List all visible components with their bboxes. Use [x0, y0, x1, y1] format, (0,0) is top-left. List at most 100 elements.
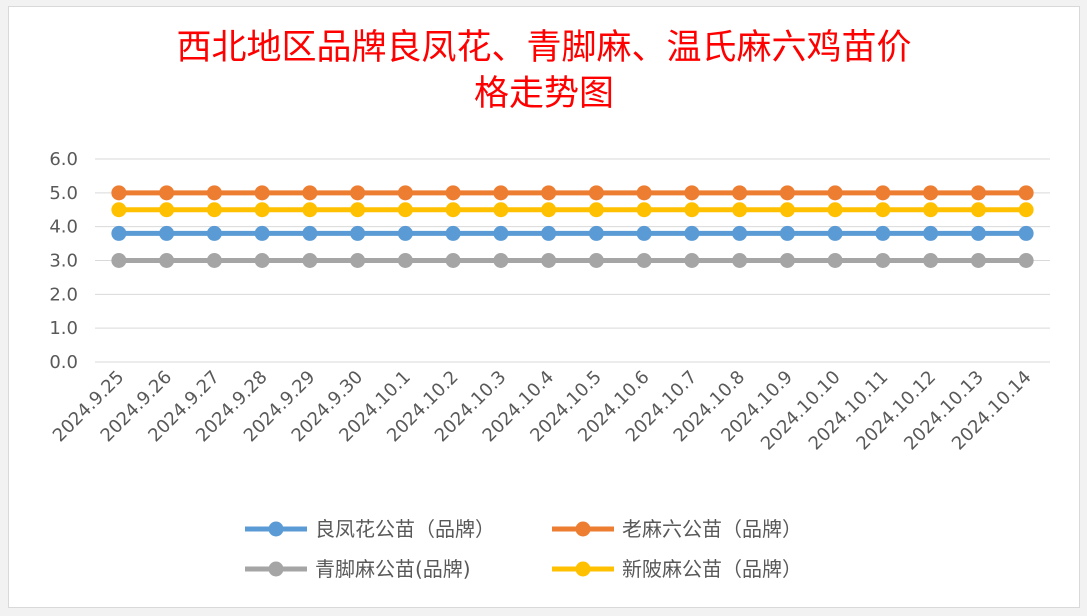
- data-point: [397, 253, 413, 268]
- data-point: [732, 253, 748, 268]
- data-point: [541, 185, 557, 201]
- data-point: [684, 185, 700, 201]
- series-lines: [111, 185, 1034, 268]
- data-point: [111, 185, 127, 201]
- data-point: [302, 202, 318, 218]
- data-point: [732, 185, 748, 201]
- data-point: [541, 202, 557, 218]
- data-point: [159, 202, 175, 218]
- data-point: [827, 202, 843, 218]
- y-tick-label: 1.0: [49, 318, 78, 339]
- legend-item: 良凤花公苗（品牌）: [245, 517, 495, 541]
- data-point: [397, 202, 413, 218]
- legend-swatch-marker: [268, 561, 284, 577]
- legend-label: 青脚麻公苗(品牌): [315, 557, 471, 581]
- data-point: [350, 202, 366, 218]
- data-point: [875, 253, 891, 268]
- data-point: [254, 202, 270, 218]
- x-axis-ticks: 2024.9.252024.9.262024.9.272024.9.282024…: [49, 367, 1036, 455]
- series-0: [111, 225, 1034, 241]
- data-point: [206, 202, 222, 218]
- data-point: [493, 185, 509, 201]
- data-point: [111, 202, 127, 218]
- y-tick-label: 4.0: [49, 217, 78, 238]
- data-point: [254, 253, 270, 268]
- data-point: [1018, 253, 1034, 268]
- data-point: [111, 225, 127, 241]
- data-point: [159, 225, 175, 241]
- y-tick-label: 2.0: [49, 284, 78, 305]
- data-point: [493, 202, 509, 218]
- data-point: [254, 225, 270, 241]
- legend-label: 良凤花公苗（品牌）: [315, 517, 495, 541]
- data-point: [1018, 185, 1034, 201]
- data-point: [159, 185, 175, 201]
- data-point: [827, 185, 843, 201]
- data-point: [302, 185, 318, 201]
- series-2: [111, 253, 1034, 268]
- data-point: [827, 225, 843, 241]
- data-point: [636, 185, 652, 201]
- data-point: [923, 253, 939, 268]
- data-point: [588, 202, 604, 218]
- legend-item: 老麻六公苗（品牌）: [552, 517, 802, 541]
- legend-swatch-marker: [268, 521, 284, 537]
- data-point: [875, 202, 891, 218]
- legend-label: 新陂麻公苗（品牌）: [622, 557, 802, 581]
- y-tick-label: 0.0: [49, 352, 78, 373]
- data-point: [350, 185, 366, 201]
- y-axis-ticks: 6.0 5.0 4.0 3.0 2.0 1.0 0.0: [49, 149, 78, 373]
- data-point: [588, 253, 604, 268]
- data-point: [970, 253, 986, 268]
- data-point: [923, 202, 939, 218]
- data-point: [732, 202, 748, 218]
- data-point: [875, 225, 891, 241]
- data-point: [1018, 225, 1034, 241]
- data-point: [779, 185, 795, 201]
- data-point: [827, 253, 843, 268]
- y-tick-label: 3.0: [49, 251, 78, 272]
- y-tick-label: 5.0: [49, 183, 78, 204]
- data-point: [397, 225, 413, 241]
- data-point: [159, 253, 175, 268]
- data-point: [350, 225, 366, 241]
- chart-title: 西北地区品牌良凤花、青脚麻、温氏麻六鸡苗价 格走势图: [176, 28, 912, 114]
- data-point: [732, 225, 748, 241]
- data-point: [445, 202, 461, 218]
- data-point: [445, 185, 461, 201]
- series-1: [111, 185, 1034, 201]
- data-point: [541, 253, 557, 268]
- data-point: [684, 225, 700, 241]
- data-point: [636, 202, 652, 218]
- data-point: [684, 202, 700, 218]
- data-point: [636, 253, 652, 268]
- data-point: [493, 225, 509, 241]
- data-point: [206, 225, 222, 241]
- data-point: [302, 253, 318, 268]
- data-point: [541, 225, 557, 241]
- data-point: [1018, 202, 1034, 218]
- data-point: [923, 185, 939, 201]
- data-point: [875, 185, 891, 201]
- data-point: [254, 185, 270, 201]
- data-point: [970, 185, 986, 201]
- data-point: [302, 225, 318, 241]
- data-point: [923, 225, 939, 241]
- legend-item: 新陂麻公苗（品牌）: [552, 557, 802, 581]
- legend-label: 老麻六公苗（品牌）: [622, 517, 802, 541]
- data-point: [206, 185, 222, 201]
- legend-item: 青脚麻公苗(品牌): [245, 557, 471, 581]
- legend: 良凤花公苗（品牌） 老麻六公苗（品牌） 青脚麻公苗(品牌) 新陂麻公苗（品牌）: [245, 517, 802, 581]
- data-point: [588, 185, 604, 201]
- data-point: [779, 202, 795, 218]
- data-point: [350, 253, 366, 268]
- data-point: [397, 185, 413, 201]
- data-point: [779, 253, 795, 268]
- data-point: [445, 253, 461, 268]
- data-point: [588, 225, 604, 241]
- data-point: [779, 225, 795, 241]
- y-tick-label: 6.0: [49, 149, 78, 170]
- data-point: [493, 253, 509, 268]
